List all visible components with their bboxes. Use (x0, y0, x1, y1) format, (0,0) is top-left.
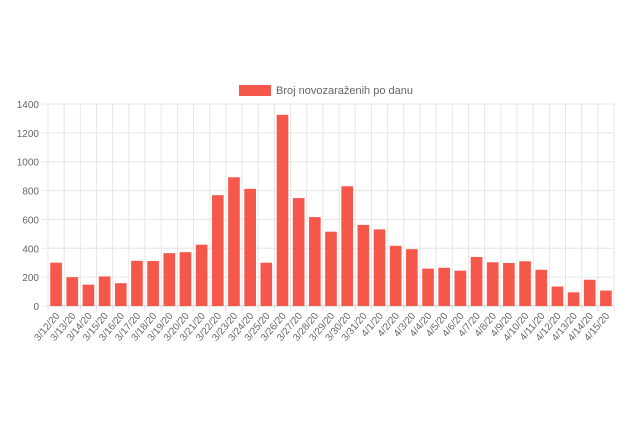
bars (50, 114, 612, 306)
bar[interactable] (406, 249, 418, 306)
bar[interactable] (357, 224, 370, 306)
y-tick-label: 600 (22, 215, 39, 226)
bar[interactable] (82, 284, 95, 306)
y-tick-label: 200 (22, 273, 39, 284)
bar[interactable] (325, 231, 337, 306)
y-tick-label: 0 (33, 302, 39, 313)
bar[interactable] (535, 269, 548, 306)
legend-label: Broj novozaraženih po danu (276, 85, 413, 97)
bar[interactable] (244, 188, 256, 306)
bar[interactable] (260, 262, 273, 306)
legend[interactable]: Broj novozaraženih po danu (239, 85, 413, 97)
bar[interactable] (341, 186, 353, 306)
y-tick-label: 400 (22, 244, 39, 255)
y-tick-label: 1200 (17, 129, 40, 140)
bar[interactable] (600, 290, 612, 306)
legend-swatch (239, 85, 271, 96)
bar[interactable] (454, 270, 467, 306)
bar[interactable] (389, 245, 402, 306)
bar[interactable] (567, 292, 580, 306)
bar[interactable] (211, 195, 224, 306)
bar[interactable] (503, 263, 515, 306)
bar[interactable] (292, 198, 305, 306)
bar[interactable] (373, 229, 386, 306)
y-tick-label: 1000 (17, 158, 40, 169)
bar[interactable] (438, 267, 451, 306)
bar[interactable] (50, 262, 62, 306)
bar[interactable] (98, 276, 111, 306)
bar[interactable] (470, 256, 483, 306)
bar[interactable] (519, 261, 531, 306)
bar[interactable] (486, 262, 499, 306)
y-tick-label: 800 (22, 187, 39, 198)
bar[interactable] (163, 253, 176, 306)
x-axis-ticks: 3/12/203/13/203/14/203/15/203/16/203/17/… (33, 311, 613, 344)
bar[interactable] (422, 268, 434, 306)
bar[interactable] (131, 260, 143, 306)
y-axis-ticks: 0 200 400 600 800 1000 1200 1400 (17, 100, 40, 313)
bar[interactable] (147, 260, 159, 306)
bar[interactable] (66, 277, 79, 306)
bar[interactable] (195, 244, 208, 306)
bar[interactable] (228, 177, 240, 306)
y-tick-label: 1400 (17, 100, 40, 111)
bar[interactable] (276, 114, 289, 306)
bar[interactable] (551, 286, 564, 306)
bar[interactable] (583, 279, 596, 306)
bar[interactable] (179, 252, 192, 306)
bar[interactable] (309, 217, 321, 306)
bar[interactable] (114, 283, 127, 306)
